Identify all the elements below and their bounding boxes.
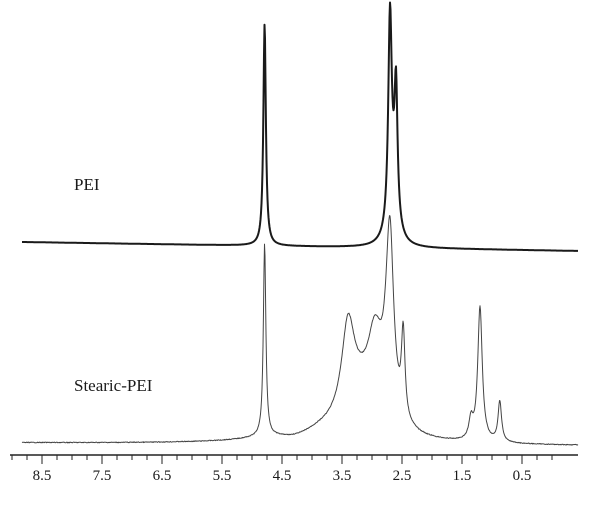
x-tick-label: 5.5 xyxy=(213,468,232,484)
x-tick-label: 1.5 xyxy=(453,468,472,484)
series-label-pei: PEI xyxy=(74,175,100,194)
x-tick-label: 4.5 xyxy=(273,468,292,484)
x-axis: 8.5 7.5 6.5 5.5 4.5 3.5 2.5 1.5 0.5 xyxy=(10,454,578,484)
x-tick-label: 6.5 xyxy=(153,468,172,484)
spectrum-trace-pei xyxy=(21,1,579,252)
series-label-stearic-pei: Stearic-PEI xyxy=(74,376,153,395)
x-tick-label: 3.5 xyxy=(333,468,352,484)
x-tick-label: 7.5 xyxy=(93,468,112,484)
x-tick-label: 0.5 xyxy=(513,468,532,484)
x-tick-label: 2.5 xyxy=(393,468,412,484)
x-tick-label: 8.5 xyxy=(33,468,52,484)
spectrum-trace-stearic-pei xyxy=(21,215,579,446)
